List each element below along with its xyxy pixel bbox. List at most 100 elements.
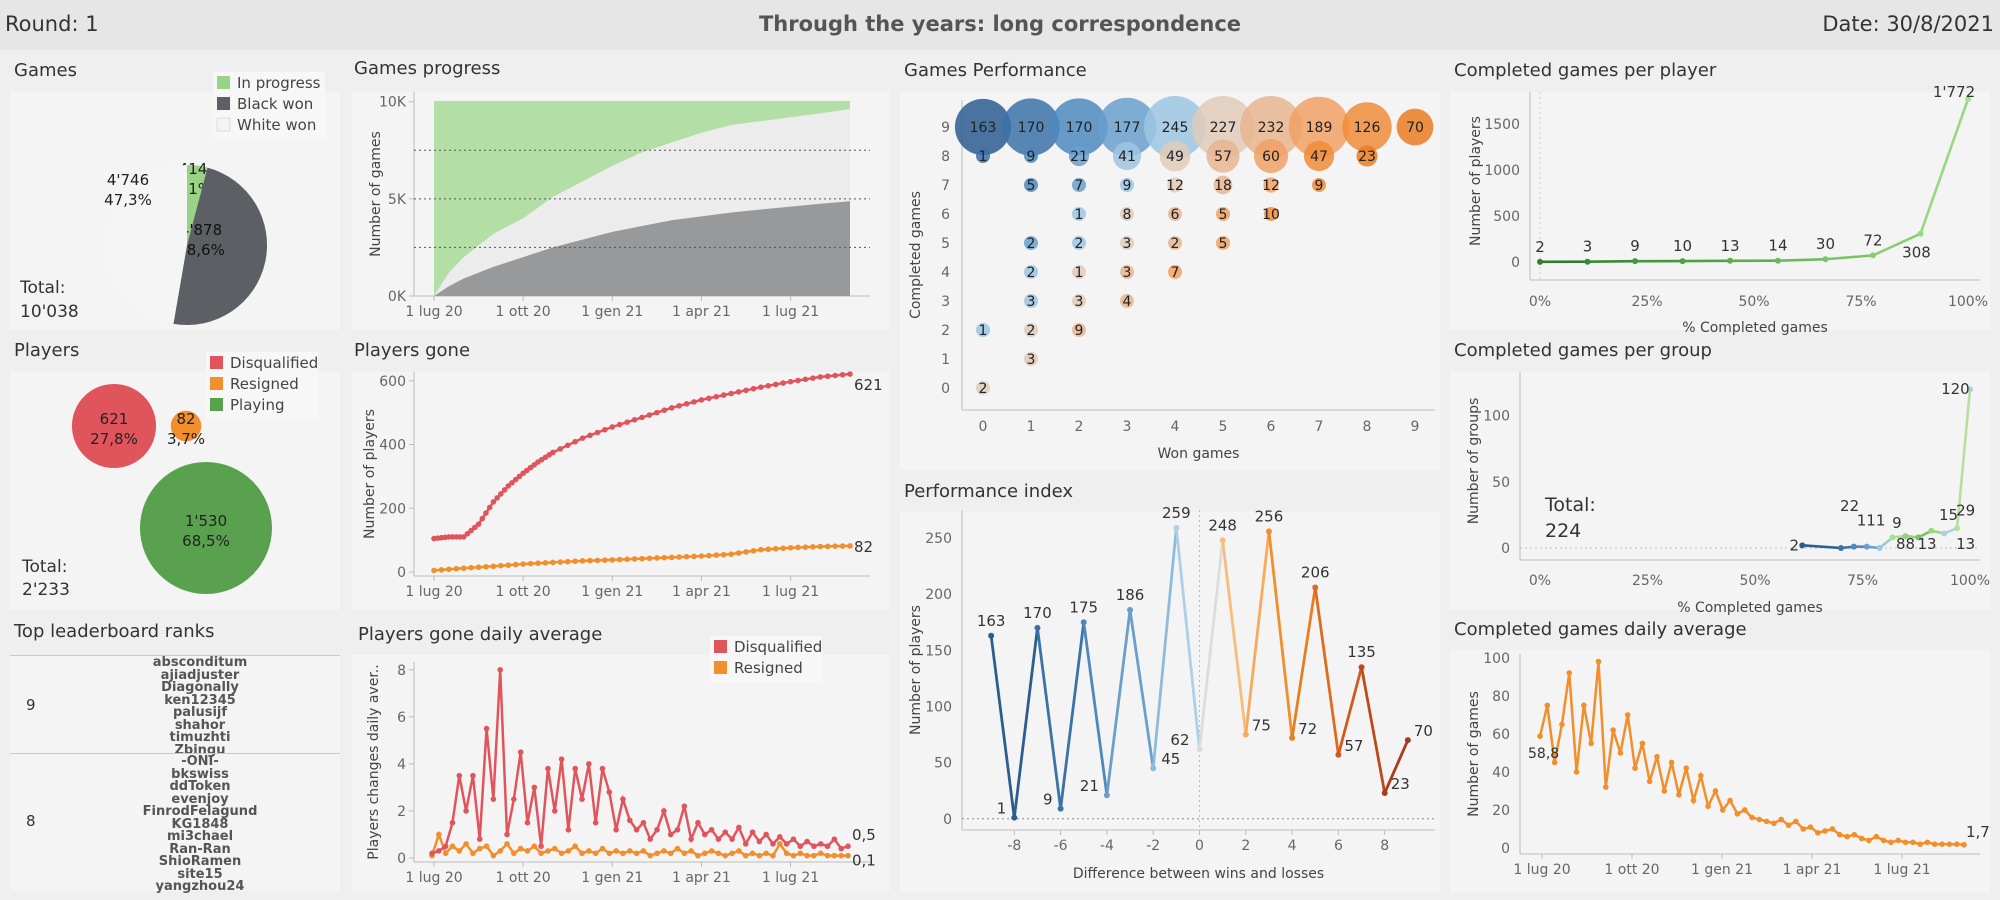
- x-tick-label: 25%: [1632, 573, 1663, 589]
- series-point: [1785, 822, 1792, 828]
- series-point: [756, 838, 763, 845]
- bubble-point: [1097, 97, 1157, 157]
- series-point: [624, 419, 630, 425]
- series-point: [722, 852, 729, 859]
- series-point: [538, 850, 544, 857]
- series-point: [524, 848, 531, 854]
- series-point: [633, 826, 640, 833]
- series-point: [647, 836, 654, 842]
- x-tick-label: 2: [1075, 419, 1084, 435]
- series-point: [472, 524, 478, 531]
- leaderboard-player-name: timuzhti: [169, 730, 231, 745]
- y-tick-label: 5: [941, 236, 950, 252]
- series-point: [446, 566, 452, 573]
- series-point: [486, 504, 493, 511]
- series-point: [988, 632, 995, 639]
- series-point: [579, 558, 586, 564]
- series-point: [551, 808, 558, 814]
- series-point: [777, 834, 783, 840]
- bubble-point: [1396, 108, 1434, 146]
- series-point: [667, 850, 674, 857]
- bubble-resigned: [170, 410, 202, 442]
- series-point: [586, 761, 592, 767]
- y-tick-label: 0: [397, 851, 406, 867]
- series-point: [1807, 824, 1814, 830]
- series-point: [729, 850, 735, 857]
- players-bubble-chart: 621 27,8% 82 3,7% 1'530 68,5% Disqualified Resi…: [71, 352, 318, 594]
- series-point: [572, 765, 579, 772]
- bubble-point: [1216, 236, 1230, 250]
- series-point: [701, 850, 708, 857]
- series-point: [770, 841, 776, 847]
- series-point: [640, 819, 647, 826]
- x-tick-label: 0%: [1529, 573, 1551, 589]
- y-axis-label: Number of games: [1466, 691, 1482, 817]
- x-tick-label: 1 lug 21: [1873, 862, 1930, 878]
- x-tick-label: 9: [1411, 419, 1420, 435]
- series-point: [1057, 805, 1064, 812]
- series-point: [1080, 619, 1087, 626]
- y-tick-label: 0: [943, 812, 952, 828]
- series-point: [609, 424, 616, 430]
- bubble-value-label: 21: [1070, 149, 1088, 165]
- series-segment: [1290, 587, 1317, 739]
- series-point: [483, 843, 490, 850]
- series-point: [497, 848, 503, 854]
- bubble-point: [1120, 178, 1134, 192]
- legend-swatch: [714, 661, 727, 674]
- point-value-label: 1'772: [1933, 83, 1975, 101]
- series-point: [511, 796, 517, 802]
- y-tick-label: 2: [397, 804, 406, 820]
- series-point: [1917, 841, 1923, 847]
- leaderboard-rank: 9: [26, 696, 36, 714]
- series-point: [790, 836, 797, 842]
- point-value-label: 72: [1298, 720, 1317, 738]
- leaderboard-player-name: ShioRamen: [158, 854, 242, 869]
- series-point: [613, 848, 619, 854]
- bubble-percent-label: 68,5%: [182, 532, 230, 550]
- x-tick-label: 1 ott 20: [496, 870, 551, 886]
- series-point: [626, 848, 633, 854]
- x-tick-label: 6: [1334, 838, 1343, 854]
- bubble-value-label: 2: [1075, 236, 1084, 252]
- series-segment: [1036, 627, 1062, 809]
- x-tick-label: 1 ott 20: [496, 304, 551, 320]
- series-point: [468, 564, 474, 571]
- bubble-value-label: 9: [1075, 323, 1084, 339]
- series-segment: [989, 635, 1016, 818]
- series-point: [1902, 533, 1909, 540]
- x-tick-label: 1 lug 21: [762, 870, 819, 886]
- series-point: [1902, 839, 1909, 846]
- point-value-label: 248: [1208, 516, 1237, 534]
- series-point: [758, 546, 764, 553]
- point-value-label: 186: [1116, 586, 1145, 604]
- bubble-value-label: 232: [1258, 120, 1285, 136]
- y-tick-label: 100: [1483, 651, 1510, 667]
- point-value-label: 29: [1956, 502, 1975, 520]
- series-segment: [1872, 232, 1922, 257]
- series-point: [476, 845, 483, 852]
- series-point: [572, 438, 578, 445]
- bubble-point: [1167, 177, 1183, 193]
- y-tick-label: 4: [941, 265, 950, 281]
- bubble-value-label: 3: [1123, 236, 1132, 252]
- bubble-value-label: 3: [1075, 294, 1084, 310]
- series-point: [1889, 534, 1896, 541]
- point-value-label: 163: [977, 612, 1006, 630]
- y-tick-label: 1: [941, 352, 950, 368]
- series-point: [558, 850, 565, 857]
- bubble-value-label: 60: [1262, 149, 1280, 165]
- series-point: [698, 553, 705, 559]
- series-point: [442, 843, 449, 850]
- bubble-value-label: 5: [1027, 178, 1036, 194]
- leaderboard-player-name: Diagonally: [161, 680, 239, 695]
- series-point: [1822, 828, 1828, 834]
- series-point: [498, 562, 504, 569]
- completed-per-group-panel: [1450, 372, 1990, 610]
- series-point: [1617, 750, 1624, 756]
- bubble-value-label: 1: [1075, 207, 1084, 223]
- point-value-label: 62: [1170, 731, 1189, 749]
- series-point: [453, 565, 460, 572]
- completed-daily-panel: [1450, 650, 1990, 892]
- series-point: [1829, 826, 1836, 832]
